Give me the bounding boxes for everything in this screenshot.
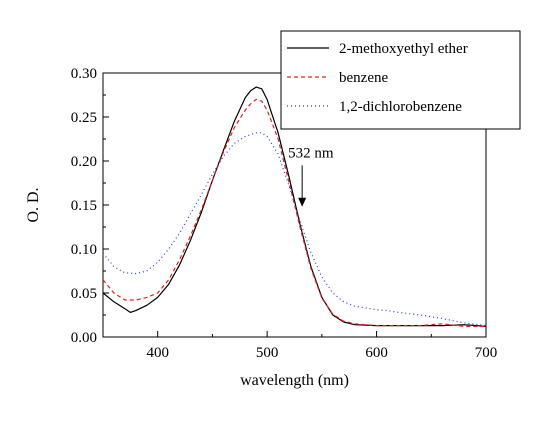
- y-tick-label: 0.05: [71, 286, 97, 302]
- x-axis-title: wavelength (nm): [240, 372, 349, 389]
- legend: 2-methoxyethyl ether benzene 1,2-dichlorob…: [280, 30, 521, 130]
- y-tick-label: 0.10: [71, 242, 97, 258]
- legend-label-1: 2-methoxyethyl ether: [339, 41, 468, 57]
- y-tick-label: 0.20: [71, 154, 97, 170]
- annotation-label: 532 nm: [288, 145, 334, 161]
- y-tick-label: 0.25: [71, 110, 97, 126]
- annotation-layer: 532 nm: [288, 145, 334, 207]
- x-tick-label: 400: [146, 345, 169, 361]
- x-tick-label: 600: [365, 345, 388, 361]
- x-tick-label: 500: [256, 345, 279, 361]
- legend-label-3: 1,2-dichlorobenzene: [339, 99, 462, 115]
- y-axis-title: O. D.: [25, 187, 42, 222]
- series-line-2: [102, 98, 486, 327]
- legend-box: [280, 30, 521, 130]
- x-tick-label: 700: [475, 345, 498, 361]
- series-line-3: [102, 132, 487, 327]
- ticks-layer: 400 500 600 700 0.00 0.05 0.10 0.15 0.20 0.25 0.30: [71, 66, 498, 361]
- legend-label-2: benzene: [339, 70, 388, 86]
- y-tick-label: 0.15: [71, 198, 97, 214]
- series-layer: [102, 86, 487, 327]
- y-tick-label: 0.00: [71, 330, 97, 346]
- annotation-arrowhead: [298, 197, 307, 207]
- y-tick-label: 0.30: [71, 66, 97, 82]
